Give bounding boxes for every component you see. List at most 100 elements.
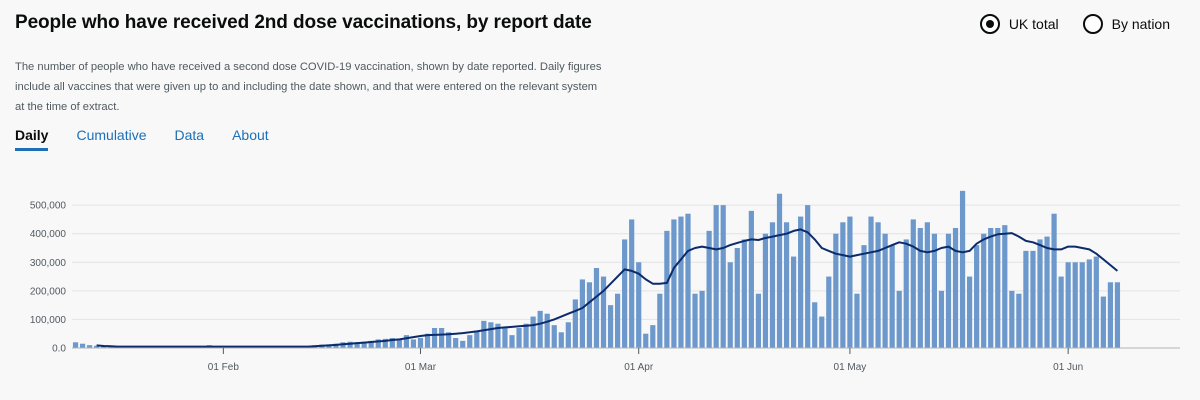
bar[interactable] bbox=[1114, 282, 1121, 348]
bar[interactable] bbox=[1100, 296, 1106, 348]
bar[interactable] bbox=[446, 332, 452, 348]
bar[interactable] bbox=[805, 205, 811, 348]
bar[interactable] bbox=[664, 230, 670, 348]
bar[interactable] bbox=[558, 332, 564, 348]
tab-data[interactable]: Data bbox=[174, 127, 205, 143]
bar[interactable] bbox=[910, 219, 916, 348]
bar[interactable] bbox=[741, 239, 747, 348]
bar[interactable] bbox=[762, 233, 769, 348]
bar[interactable] bbox=[389, 338, 395, 348]
bar[interactable] bbox=[1030, 250, 1036, 348]
bar[interactable] bbox=[938, 290, 945, 348]
bar[interactable] bbox=[748, 210, 754, 348]
bar[interactable] bbox=[924, 222, 930, 348]
bar[interactable] bbox=[622, 239, 628, 348]
bar[interactable] bbox=[593, 268, 600, 348]
bar[interactable] bbox=[812, 302, 818, 348]
bar[interactable] bbox=[629, 219, 635, 348]
bar[interactable] bbox=[798, 216, 804, 348]
bar[interactable] bbox=[952, 228, 959, 348]
radio-uk-total[interactable]: UK total bbox=[979, 14, 1059, 34]
bar[interactable] bbox=[720, 205, 726, 348]
bar[interactable] bbox=[474, 330, 480, 348]
bar[interactable] bbox=[826, 276, 832, 348]
bar[interactable] bbox=[734, 248, 740, 348]
bar[interactable] bbox=[643, 333, 649, 348]
bar[interactable] bbox=[861, 245, 867, 348]
bar[interactable] bbox=[1079, 262, 1085, 348]
bar[interactable] bbox=[615, 293, 621, 348]
bar[interactable] bbox=[537, 310, 543, 348]
bar[interactable] bbox=[896, 290, 902, 348]
bar[interactable] bbox=[713, 205, 719, 348]
bar[interactable] bbox=[657, 293, 663, 348]
bar[interactable] bbox=[1093, 256, 1099, 348]
bar[interactable] bbox=[467, 335, 473, 348]
bar[interactable] bbox=[974, 245, 980, 348]
bar[interactable] bbox=[995, 228, 1001, 348]
bar[interactable] bbox=[87, 345, 93, 348]
bar[interactable] bbox=[544, 313, 550, 348]
bar[interactable] bbox=[1065, 262, 1071, 348]
bar[interactable] bbox=[488, 322, 494, 348]
bar[interactable] bbox=[868, 216, 874, 348]
bar[interactable] bbox=[1107, 282, 1113, 348]
bar[interactable] bbox=[72, 342, 79, 348]
bar[interactable] bbox=[706, 230, 712, 348]
bar[interactable] bbox=[607, 305, 614, 348]
bar[interactable] bbox=[833, 233, 839, 348]
bar[interactable] bbox=[1072, 262, 1078, 348]
bar[interactable] bbox=[79, 343, 86, 348]
bar[interactable] bbox=[875, 222, 881, 348]
bar[interactable] bbox=[1044, 236, 1050, 348]
bar[interactable] bbox=[903, 239, 909, 348]
bar[interactable] bbox=[791, 256, 797, 348]
bar[interactable] bbox=[854, 293, 860, 348]
bar[interactable] bbox=[678, 216, 684, 348]
bar[interactable] bbox=[523, 323, 529, 348]
bar[interactable] bbox=[727, 262, 733, 348]
bar[interactable] bbox=[755, 293, 761, 348]
bar[interactable] bbox=[94, 345, 100, 348]
bar[interactable] bbox=[650, 325, 656, 348]
bar[interactable] bbox=[769, 222, 776, 348]
bar[interactable] bbox=[572, 299, 578, 348]
bar[interactable] bbox=[1037, 239, 1043, 348]
bar[interactable] bbox=[776, 193, 783, 348]
bar[interactable] bbox=[481, 320, 487, 348]
bar[interactable] bbox=[959, 190, 966, 348]
bar[interactable] bbox=[516, 328, 522, 348]
bar[interactable] bbox=[354, 342, 360, 348]
bar[interactable] bbox=[586, 282, 593, 348]
bar[interactable] bbox=[565, 322, 571, 348]
bar[interactable] bbox=[840, 222, 846, 348]
bar[interactable] bbox=[410, 339, 417, 348]
tab-cumulative[interactable]: Cumulative bbox=[76, 127, 147, 143]
bar[interactable] bbox=[847, 216, 853, 348]
bar[interactable] bbox=[685, 213, 691, 348]
bar[interactable] bbox=[882, 233, 888, 348]
bar[interactable] bbox=[931, 233, 937, 348]
bar[interactable] bbox=[1058, 276, 1064, 348]
bar[interactable] bbox=[783, 222, 790, 348]
bar[interactable] bbox=[636, 262, 642, 348]
bar[interactable] bbox=[692, 293, 698, 348]
bar[interactable] bbox=[988, 228, 994, 348]
bar[interactable] bbox=[431, 328, 438, 348]
bar[interactable] bbox=[889, 245, 895, 348]
bar[interactable] bbox=[967, 276, 973, 348]
bar[interactable] bbox=[424, 333, 431, 348]
bar[interactable] bbox=[1051, 213, 1057, 348]
bar[interactable] bbox=[1086, 259, 1092, 348]
bar[interactable] bbox=[368, 340, 374, 348]
bar[interactable] bbox=[347, 341, 353, 348]
tab-about[interactable]: About bbox=[232, 127, 269, 143]
bar[interactable] bbox=[671, 219, 677, 348]
bar[interactable] bbox=[945, 233, 952, 348]
bar[interactable] bbox=[375, 339, 381, 348]
bar[interactable] bbox=[819, 316, 825, 348]
bar[interactable] bbox=[981, 233, 987, 348]
bar[interactable] bbox=[453, 338, 459, 348]
bar[interactable] bbox=[1002, 225, 1008, 348]
bar[interactable] bbox=[495, 323, 501, 348]
